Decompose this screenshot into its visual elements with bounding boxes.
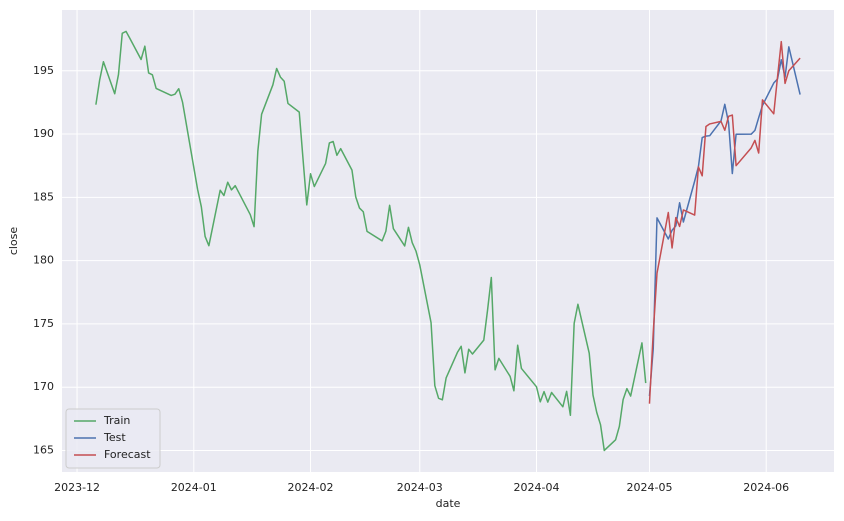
legend-box [65, 408, 161, 469]
y-tick-label: 175 [33, 317, 54, 330]
x-tick-label: 2024-01 [171, 481, 217, 494]
x-axis-label: date [436, 497, 461, 510]
x-tick-label: 2024-05 [626, 481, 672, 494]
y-axis-label: close [7, 227, 20, 256]
y-tick-label: 185 [33, 190, 54, 203]
legend-label: Test [103, 431, 126, 444]
y-tick-label: 180 [33, 254, 54, 267]
x-tick-label: 2024-03 [397, 481, 443, 494]
x-tick-label: 2024-04 [514, 481, 560, 494]
legend-label: Forecast [104, 448, 151, 461]
plot-area [62, 10, 834, 472]
series-line [648, 40, 801, 404]
series-line [95, 30, 647, 452]
x-tick-label: 2024-02 [288, 481, 334, 494]
x-tick-label: 2023-12 [54, 481, 100, 494]
x-tick-label: 2024-06 [743, 481, 789, 494]
y-tick-label: 165 [33, 443, 54, 456]
y-tick-label: 195 [33, 64, 54, 77]
y-tick-label: 190 [33, 127, 54, 140]
legend-label: Train [103, 414, 130, 427]
y-tick-label: 170 [33, 380, 54, 393]
